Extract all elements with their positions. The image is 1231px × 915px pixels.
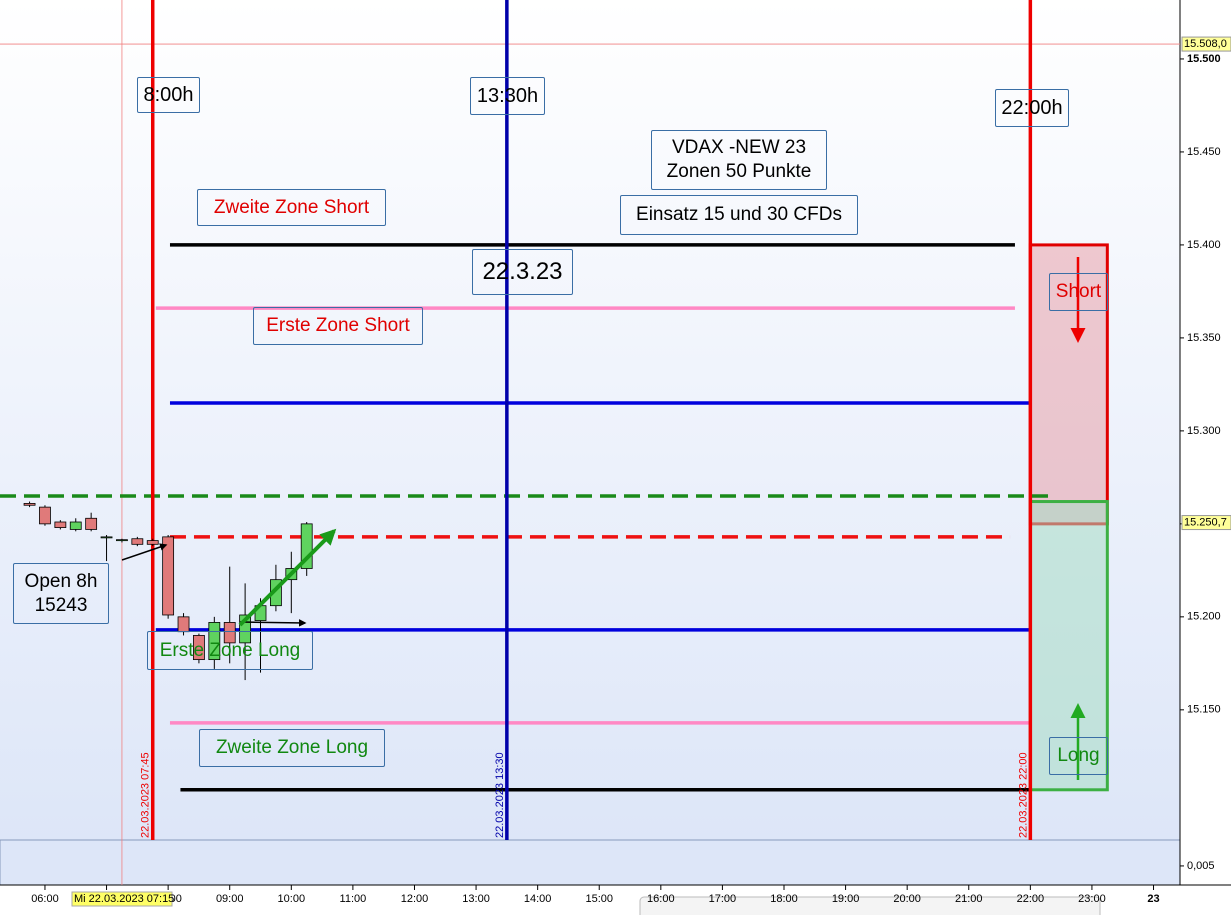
annotation: 22:00h <box>995 89 1069 127</box>
y-tick-label: 15.450 <box>1187 146 1221 158</box>
lower-pane <box>0 839 1181 886</box>
candle-body <box>23 503 36 506</box>
vertical-line-label: 22.03.2023 13:30 <box>494 752 506 838</box>
candle-body <box>193 635 205 661</box>
x-tick-label: 20:00 <box>893 893 921 905</box>
y-tick-label: 15.350 <box>1187 332 1221 344</box>
x-tick-label: 22:00 <box>1017 893 1045 905</box>
annotation: Short <box>1049 273 1108 311</box>
candle-body <box>69 521 82 530</box>
x-tick-label: 21:00 <box>955 893 983 905</box>
price-label: 15.250,7 <box>1184 516 1227 528</box>
annotation: 22.3.23 <box>472 249 573 295</box>
candle-body <box>223 622 236 644</box>
x-tick-label: 17:00 <box>709 893 737 905</box>
y-tick-label: 15.300 <box>1187 425 1221 437</box>
x-tick-label: 16:00 <box>647 893 675 905</box>
x-tick-label: 15:00 <box>585 893 613 905</box>
cursor-label-box <box>71 891 173 907</box>
candle-body <box>39 506 51 525</box>
x-tick-label: 10:00 <box>278 893 306 905</box>
annotation: Erste Zone Long <box>147 631 313 670</box>
annotation-line: 15243 <box>34 594 88 616</box>
annotation-line: Zonen 50 Punkte <box>666 161 812 182</box>
x-tick-label: 13:00 <box>462 893 490 905</box>
x-tick-label: 06:00 <box>31 893 59 905</box>
annotation: 8:00h <box>137 77 200 113</box>
candle-body <box>85 517 98 530</box>
annotation: VDAX -NEW 23 Zonen 50 Punkte <box>651 130 827 190</box>
candle-body <box>208 622 221 661</box>
y-tick-label: 0,005 <box>1187 860 1215 872</box>
annotation: Zweite Zone Long <box>199 729 385 767</box>
candle-body <box>177 616 190 633</box>
annotation: Erste Zone Short <box>253 307 423 345</box>
vertical-line-label: 22.03.2023 22:00 <box>1017 752 1029 838</box>
annotation: Zweite Zone Short <box>197 189 386 226</box>
x-tick-label: 09:00 <box>216 893 244 905</box>
back-layer: 22.03.2023 07:45 22.03.2023 13:30 22.03.20… <box>0 0 1180 885</box>
annotation-line: VDAX -NEW 23 <box>671 137 807 158</box>
x-tick-label: 23:00 <box>1078 893 1106 905</box>
annotation-line: Open 8h <box>24 570 98 592</box>
x-tick-label: 23 <box>1147 893 1159 905</box>
y-tick-label: 15.200 <box>1187 611 1221 623</box>
x-tick-label: 18:00 <box>770 893 798 905</box>
annotation: Open 8h 15243 <box>13 563 109 624</box>
annotation: Long <box>1049 737 1108 775</box>
plot-background <box>0 0 1180 840</box>
candle-body <box>146 540 159 545</box>
zone <box>1028 500 1109 792</box>
price-label-box <box>1181 515 1231 531</box>
notification-popup[interactable] <box>639 896 1101 915</box>
x-tick-label: 19:00 <box>832 893 860 905</box>
arrow <box>239 619 307 627</box>
price-label-box <box>1181 36 1231 52</box>
x-tick-label: 11:00 <box>340 893 367 905</box>
candle-body <box>100 536 113 539</box>
x-tick-label: 14:00 <box>524 893 552 905</box>
annotation: 13:30h <box>470 77 545 115</box>
candle-body <box>239 614 252 644</box>
y-tick-label: 15.150 <box>1187 704 1221 716</box>
cursor-label: Mi 22.03.2023 07:15 <box>74 893 174 905</box>
candle-body <box>300 523 313 569</box>
vertical-line-label: 22.03.2023 07:45 <box>140 752 152 838</box>
arrow <box>238 528 337 627</box>
candle-body <box>131 538 144 545</box>
y-tick-label: 15.500 <box>1187 53 1221 65</box>
price-label: 15.508,0 <box>1184 38 1227 50</box>
candle-body <box>54 521 67 528</box>
candle-body <box>162 536 175 616</box>
candle-body <box>116 539 128 542</box>
arrow <box>121 543 168 561</box>
annotation: Einsatz 15 und 30 CFDs <box>620 195 858 235</box>
y-tick-label: 15.400 <box>1187 239 1221 251</box>
x-tick-label: 12:00 <box>401 893 429 905</box>
